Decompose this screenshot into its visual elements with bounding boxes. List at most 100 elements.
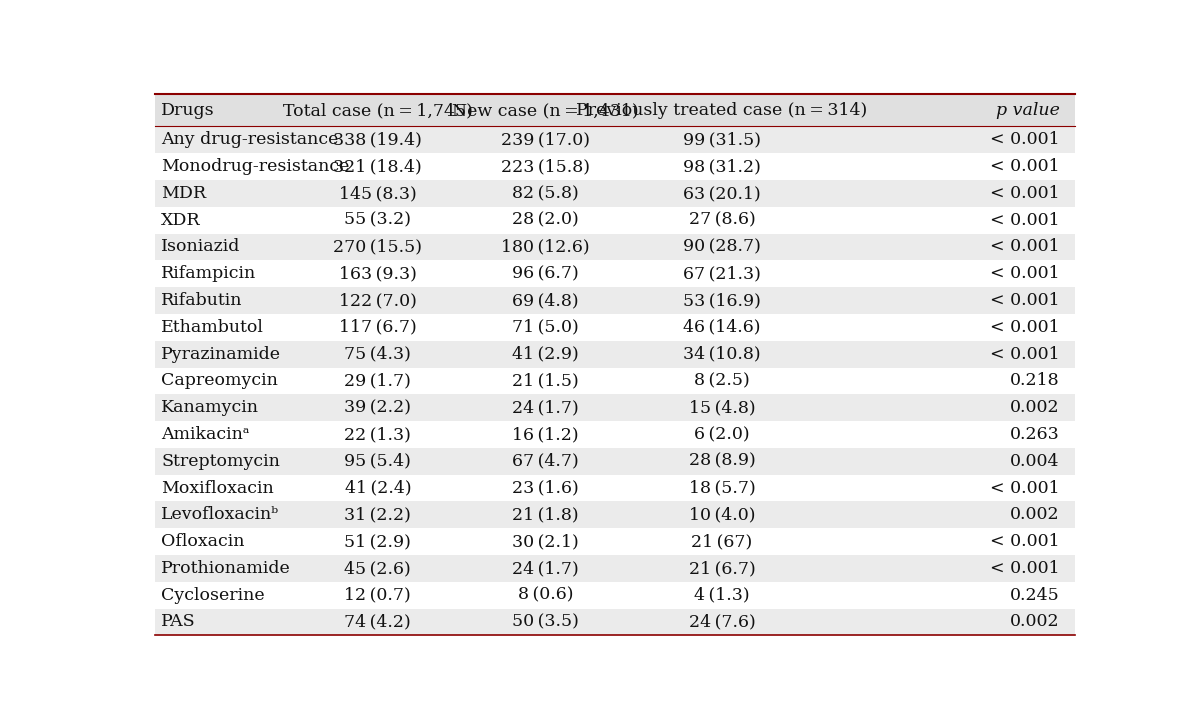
- Text: 28 (2.0): 28 (2.0): [512, 212, 578, 229]
- Text: p value: p value: [996, 102, 1060, 119]
- Text: 96 (6.7): 96 (6.7): [512, 265, 578, 282]
- Text: Levofloxacinᵇ: Levofloxacinᵇ: [161, 506, 280, 523]
- Text: 99 (31.5): 99 (31.5): [683, 131, 761, 148]
- Text: 6 (2.0): 6 (2.0): [694, 426, 750, 443]
- Text: Streptomycin: Streptomycin: [161, 452, 280, 470]
- Bar: [155, 609, 1075, 635]
- Text: Total case (n = 1,745): Total case (n = 1,745): [283, 102, 473, 119]
- Text: 39 (2.2): 39 (2.2): [344, 399, 412, 416]
- Text: 10 (4.0): 10 (4.0): [689, 506, 755, 523]
- Bar: [155, 341, 1075, 368]
- Text: Amikacinᵃ: Amikacinᵃ: [161, 426, 250, 443]
- Text: 4 (1.3): 4 (1.3): [694, 587, 750, 604]
- Text: < 0.001: < 0.001: [990, 158, 1060, 175]
- Text: 28 (8.9): 28 (8.9): [689, 452, 755, 470]
- Text: 95 (5.4): 95 (5.4): [344, 452, 412, 470]
- Bar: [155, 501, 1075, 528]
- Text: 82 (5.8): 82 (5.8): [512, 185, 578, 202]
- Text: 12 (0.7): 12 (0.7): [344, 587, 412, 604]
- Bar: [155, 95, 1075, 126]
- Text: 75 (4.3): 75 (4.3): [344, 346, 412, 363]
- Text: 338 (19.4): 338 (19.4): [334, 131, 422, 148]
- Text: 0.218: 0.218: [1010, 372, 1060, 389]
- Bar: [155, 421, 1075, 448]
- Text: New case (n = 1,431): New case (n = 1,431): [452, 102, 638, 119]
- Bar: [155, 555, 1075, 581]
- Text: < 0.001: < 0.001: [990, 239, 1060, 255]
- Text: 41 (2.9): 41 (2.9): [512, 346, 578, 363]
- Text: 8 (0.6): 8 (0.6): [517, 587, 574, 604]
- Bar: [155, 394, 1075, 421]
- Bar: [155, 153, 1075, 180]
- Bar: [155, 314, 1075, 341]
- Text: Ethambutol: Ethambutol: [161, 319, 264, 336]
- Bar: [155, 528, 1075, 555]
- Text: Capreomycin: Capreomycin: [161, 372, 278, 389]
- Text: 22 (1.3): 22 (1.3): [344, 426, 412, 443]
- Text: < 0.001: < 0.001: [990, 292, 1060, 309]
- Text: < 0.001: < 0.001: [990, 185, 1060, 202]
- Text: 18 (5.7): 18 (5.7): [689, 480, 755, 497]
- Text: 0.004: 0.004: [1010, 452, 1060, 470]
- Bar: [155, 475, 1075, 501]
- Text: Any drug-resistance: Any drug-resistance: [161, 131, 338, 148]
- Bar: [155, 206, 1075, 234]
- Text: 8 (2.5): 8 (2.5): [694, 372, 750, 389]
- Text: 0.002: 0.002: [1010, 399, 1060, 416]
- Text: 15 (4.8): 15 (4.8): [689, 399, 755, 416]
- Text: 67 (4.7): 67 (4.7): [512, 452, 578, 470]
- Text: Drugs: Drugs: [161, 102, 215, 119]
- Bar: [155, 581, 1075, 609]
- Text: 24 (1.7): 24 (1.7): [512, 399, 578, 416]
- Text: 29 (1.7): 29 (1.7): [344, 372, 412, 389]
- Text: 74 (4.2): 74 (4.2): [344, 614, 412, 630]
- Text: 31 (2.2): 31 (2.2): [344, 506, 412, 523]
- Text: 163 (9.3): 163 (9.3): [338, 265, 416, 282]
- Text: 0.002: 0.002: [1010, 614, 1060, 630]
- Text: XDR: XDR: [161, 212, 200, 229]
- Bar: [155, 180, 1075, 206]
- Text: 0.245: 0.245: [1009, 587, 1060, 604]
- Text: 16 (1.2): 16 (1.2): [512, 426, 578, 443]
- Text: 117 (6.7): 117 (6.7): [338, 319, 416, 336]
- Text: 98 (31.2): 98 (31.2): [683, 158, 761, 175]
- Text: 69 (4.8): 69 (4.8): [512, 292, 578, 309]
- Text: 27 (8.6): 27 (8.6): [689, 212, 755, 229]
- Text: Prothionamide: Prothionamide: [161, 560, 290, 577]
- Text: Kanamycin: Kanamycin: [161, 399, 259, 416]
- Text: < 0.001: < 0.001: [990, 533, 1060, 550]
- Text: 24 (7.6): 24 (7.6): [689, 614, 755, 630]
- Text: Cycloserine: Cycloserine: [161, 587, 265, 604]
- Text: 24 (1.7): 24 (1.7): [512, 560, 578, 577]
- Text: 145 (8.3): 145 (8.3): [338, 185, 416, 202]
- Text: 23 (1.6): 23 (1.6): [512, 480, 578, 497]
- Text: 67 (21.3): 67 (21.3): [683, 265, 761, 282]
- Text: Pyrazinamide: Pyrazinamide: [161, 346, 281, 363]
- Text: 0.002: 0.002: [1010, 506, 1060, 523]
- Text: < 0.001: < 0.001: [990, 560, 1060, 577]
- Text: < 0.001: < 0.001: [990, 319, 1060, 336]
- Text: 71 (5.0): 71 (5.0): [512, 319, 578, 336]
- Text: Ofloxacin: Ofloxacin: [161, 533, 245, 550]
- Text: PAS: PAS: [161, 614, 196, 630]
- Text: 45 (2.6): 45 (2.6): [344, 560, 412, 577]
- Text: 63 (20.1): 63 (20.1): [683, 185, 761, 202]
- Text: 21 (1.5): 21 (1.5): [512, 372, 578, 389]
- Text: < 0.001: < 0.001: [990, 480, 1060, 497]
- Text: 180 (12.6): 180 (12.6): [500, 239, 589, 255]
- Text: < 0.001: < 0.001: [990, 346, 1060, 363]
- Text: < 0.001: < 0.001: [990, 212, 1060, 229]
- Text: Monodrug-resistance: Monodrug-resistance: [161, 158, 349, 175]
- Text: 53 (16.9): 53 (16.9): [683, 292, 761, 309]
- Text: Rifampicin: Rifampicin: [161, 265, 257, 282]
- Text: < 0.001: < 0.001: [990, 131, 1060, 148]
- Text: Previously treated case (n = 314): Previously treated case (n = 314): [576, 102, 868, 119]
- Bar: [155, 288, 1075, 314]
- Text: 50 (3.5): 50 (3.5): [512, 614, 578, 630]
- Bar: [155, 448, 1075, 475]
- Text: 21 (6.7): 21 (6.7): [689, 560, 755, 577]
- Text: 122 (7.0): 122 (7.0): [338, 292, 416, 309]
- Text: 55 (3.2): 55 (3.2): [344, 212, 412, 229]
- Text: MDR: MDR: [161, 185, 206, 202]
- Text: 0.263: 0.263: [1009, 426, 1060, 443]
